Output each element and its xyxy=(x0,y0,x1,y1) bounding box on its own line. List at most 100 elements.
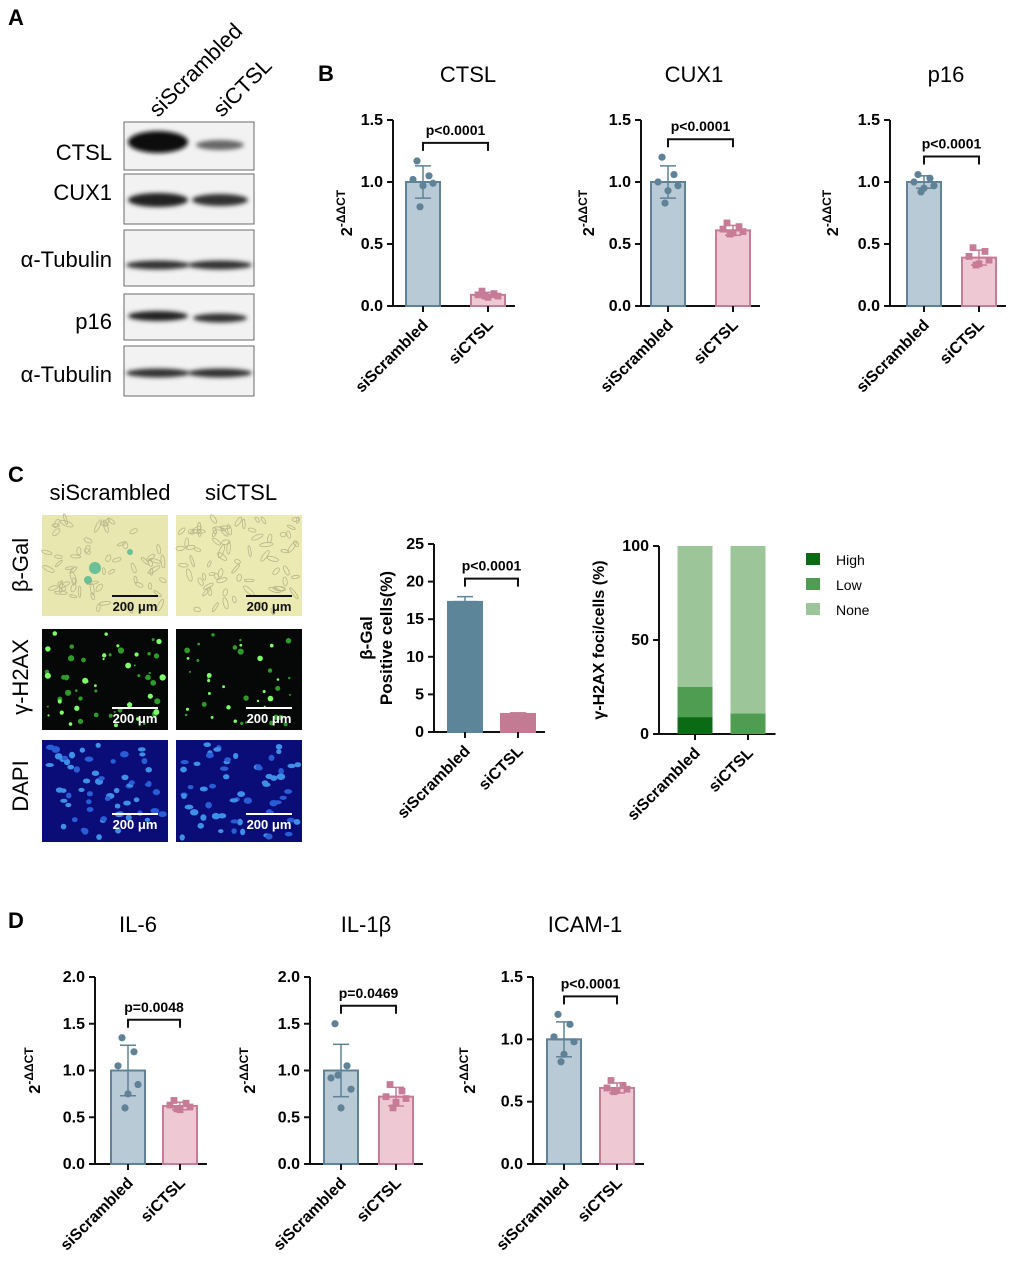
chart-title: CTSL xyxy=(440,62,496,87)
y-axis-label: 2-ΔΔCT xyxy=(457,1047,479,1094)
nucleus-focus xyxy=(147,693,153,699)
chart-h2ax-foci: γ-H2AX foci/cells (%) 0 50 100 High Low None si… xyxy=(591,538,870,824)
nucleus-focus xyxy=(47,714,50,717)
y-tick-label: 25 xyxy=(406,536,424,553)
nucleus-focus xyxy=(52,631,58,636)
nucleus xyxy=(279,795,287,800)
nucleus-focus xyxy=(93,712,99,718)
nucleus xyxy=(144,782,152,787)
cells-h2ax-sictsl xyxy=(184,633,292,727)
nucleus-focus xyxy=(206,673,212,678)
significance-bracket xyxy=(923,155,980,165)
nucleus-focus xyxy=(116,644,120,648)
y-tick-label: 0.0 xyxy=(278,1156,300,1173)
cell xyxy=(231,595,237,604)
y-tick-label: 0.5 xyxy=(63,1109,85,1126)
cell xyxy=(149,568,154,576)
cell xyxy=(291,517,300,522)
scale-bar-label: 200 μm xyxy=(113,817,158,832)
chart-title: ICAM-1 xyxy=(548,912,623,937)
microscopy-panel: siScrambled siCTSL β-Gal γ-H2AX DAPI 200… xyxy=(8,480,302,842)
nucleus-focus xyxy=(113,710,116,714)
data-point xyxy=(726,230,734,238)
chart-title: p16 xyxy=(928,62,965,87)
y-tick-label: 0.0 xyxy=(501,1156,523,1173)
cell xyxy=(52,528,61,537)
data-point xyxy=(661,199,669,207)
cell xyxy=(156,544,162,555)
nucleus-focus xyxy=(240,721,244,726)
nucleus xyxy=(193,761,201,767)
nucleus xyxy=(213,747,222,752)
nucleus xyxy=(71,817,78,823)
legend-label-none: None xyxy=(836,602,870,618)
legend-swatch-none xyxy=(806,603,820,615)
y-axis-label: 2-ΔΔCT xyxy=(334,189,356,236)
y-tick-label: 0 xyxy=(640,726,649,743)
nucleus xyxy=(96,834,102,841)
cell xyxy=(255,602,265,608)
nucleus xyxy=(86,791,94,797)
nucleus-focus xyxy=(257,655,263,662)
y-tick-label: 0.5 xyxy=(609,236,631,253)
micro-column-label-siscrambled: siScrambled xyxy=(49,480,170,505)
cell xyxy=(234,516,243,527)
data-point xyxy=(969,244,977,252)
cell xyxy=(55,559,63,568)
x-category-label: siCTSL xyxy=(937,317,988,368)
micro-row-label-h2ax: γ-H2AX xyxy=(8,639,33,715)
data-point xyxy=(425,172,433,180)
nucleus-focus xyxy=(188,670,191,673)
chart-title: IL-6 xyxy=(119,912,157,937)
chart-title: IL-1β xyxy=(341,912,392,937)
data-point xyxy=(337,1104,345,1112)
cell xyxy=(51,523,60,528)
cell xyxy=(89,582,95,596)
cell xyxy=(112,557,122,563)
nucleus xyxy=(65,792,72,799)
blot-label-tubulin-2: α-Tubulin xyxy=(21,362,112,387)
cell xyxy=(69,594,78,599)
data-point xyxy=(619,1082,627,1089)
p-value-label: p<0.0001 xyxy=(561,975,621,991)
data-point xyxy=(173,1105,181,1113)
nucleus xyxy=(205,752,214,759)
nucleus-focus xyxy=(102,657,105,661)
cell xyxy=(108,569,116,575)
blot-strip-tubulin-2 xyxy=(123,345,255,397)
cells-h2ax-siscrambled xyxy=(44,631,166,728)
y-tick-label: 20 xyxy=(406,574,424,591)
bar-sictsl xyxy=(162,1105,198,1166)
nucleus xyxy=(81,828,89,835)
cell xyxy=(286,524,296,530)
scale-bar-label: 200 μm xyxy=(247,711,292,726)
micrograph-bgal-siscrambled xyxy=(42,515,168,616)
data-point xyxy=(121,1104,129,1112)
nucleus xyxy=(128,780,135,786)
cell xyxy=(77,585,82,598)
nucleus-focus xyxy=(44,672,51,679)
blot-strip-tubulin-1 xyxy=(123,229,255,287)
data-point xyxy=(554,1010,562,1019)
cell xyxy=(282,565,290,576)
scale-bar: 200 μm xyxy=(112,707,158,726)
nucleus-focus xyxy=(69,644,75,649)
cell xyxy=(84,544,91,553)
cell xyxy=(287,541,297,553)
nucleus-focus xyxy=(288,693,291,696)
data-point xyxy=(481,292,489,300)
blot-band xyxy=(128,193,188,207)
nucleus-focus xyxy=(239,643,243,647)
y-tick-label: 0.0 xyxy=(609,298,631,315)
data-point xyxy=(910,178,918,186)
nucleus-focus xyxy=(148,671,151,675)
cell xyxy=(41,549,53,556)
nucleus-focus xyxy=(142,722,146,726)
y-tick-label: 1.0 xyxy=(501,1031,523,1048)
nucleus xyxy=(284,831,293,837)
cell xyxy=(83,537,93,544)
cell xyxy=(42,565,55,573)
blot-band xyxy=(192,194,248,206)
nucleus xyxy=(67,764,75,770)
nucleus xyxy=(98,776,105,781)
